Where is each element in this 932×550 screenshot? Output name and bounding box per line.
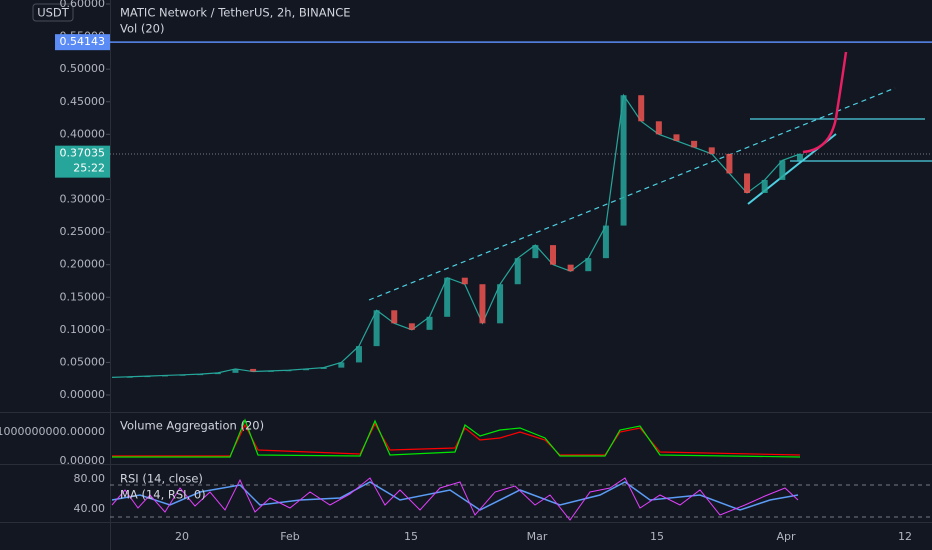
- candle: [673, 134, 680, 141]
- rsi-line: [111, 477, 799, 521]
- price-tick: 0.50000: [60, 62, 106, 75]
- time-tick: 20: [175, 530, 189, 543]
- candle: [638, 95, 645, 122]
- price-tick: 0.25000: [60, 225, 106, 238]
- candle: [479, 284, 486, 324]
- candle: [179, 374, 186, 376]
- candle: [232, 368, 239, 373]
- symbol-title: MATIC Network / TetherUS, 2h, BINANCE: [120, 6, 351, 20]
- pane-label: Volume Aggregation (20): [120, 419, 264, 433]
- price-tick: 0.40000: [60, 127, 106, 140]
- price-tick: 0.15000: [60, 290, 106, 303]
- projection-curve[interactable]: [802, 51, 848, 154]
- time-tick: 12: [898, 530, 912, 543]
- candle: [744, 173, 751, 193]
- candle: [285, 370, 292, 372]
- candle: [426, 316, 433, 330]
- candle: [761, 179, 768, 193]
- candle: [391, 310, 398, 324]
- candle: [355, 346, 362, 363]
- time-tick: 15: [650, 530, 664, 543]
- currency: USDT: [37, 6, 70, 20]
- last-label: 0.37035: [60, 147, 106, 160]
- candle: [796, 153, 803, 161]
- price-tick: 0.30000: [60, 193, 106, 206]
- candle: [497, 284, 504, 324]
- candle: [338, 362, 345, 368]
- high-label: 0.54143: [60, 35, 106, 48]
- pane-tick: 80.00: [74, 472, 106, 485]
- pane-label: MA (14, RSI, 0): [120, 488, 206, 502]
- candle: [779, 160, 786, 180]
- volume-aggregation-line: [112, 418, 801, 458]
- candle: [514, 258, 521, 285]
- price-tick: 0.00000: [60, 388, 106, 401]
- time-tick: Apr: [776, 530, 796, 543]
- price-tick: 0.05000: [60, 355, 106, 368]
- candle: [214, 372, 221, 375]
- countdown: 25:22: [73, 162, 105, 175]
- candle: [550, 245, 556, 265]
- price-tick: 0.60000: [60, 0, 106, 10]
- candle: [444, 277, 451, 317]
- price-tick: 0.20000: [60, 258, 106, 271]
- candle: [655, 121, 662, 135]
- candle: [303, 368, 310, 371]
- candle: [461, 277, 468, 285]
- candle: [197, 374, 204, 376]
- candle: [620, 95, 627, 226]
- pane-label: RSI (14, close): [120, 472, 203, 486]
- pane-tick: 0.00000: [60, 454, 106, 467]
- candle: [250, 368, 257, 372]
- candle: [567, 264, 574, 272]
- candle: [602, 225, 609, 259]
- candle: [726, 153, 733, 174]
- last-badge: [55, 145, 110, 178]
- time-tick: Feb: [280, 530, 299, 543]
- price-tick: 0.45000: [60, 95, 106, 108]
- trend-line[interactable]: [368, 87, 896, 301]
- time-tick: 15: [404, 530, 418, 543]
- candle: [585, 258, 592, 272]
- currency-box[interactable]: [32, 3, 74, 22]
- candle: [320, 367, 327, 369]
- candle: [126, 376, 133, 378]
- pane-tick: 40.00: [74, 502, 106, 515]
- candle: [373, 310, 380, 347]
- high-badge: [55, 34, 110, 51]
- candle: [144, 376, 151, 378]
- time-tick: Mar: [527, 530, 548, 543]
- pane-tick: 1000000000.00000: [0, 425, 105, 438]
- price-tick: 0.10000: [60, 323, 106, 336]
- price-line: [111, 93, 801, 379]
- candle: [532, 245, 539, 259]
- volume-aggregation-line: [112, 422, 801, 457]
- candle: [408, 323, 415, 330]
- candle: [267, 370, 274, 372]
- candle: [708, 147, 715, 154]
- candle: [161, 375, 168, 377]
- rsi-ma-line: [111, 481, 799, 511]
- candle: [691, 140, 698, 148]
- volume-label: Vol (20): [120, 22, 164, 36]
